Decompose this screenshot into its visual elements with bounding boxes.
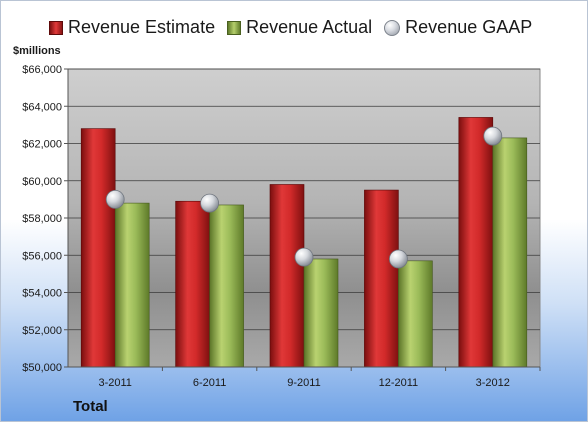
x-tick-label: 3-2012	[476, 377, 510, 389]
marker-revenue-gaap	[483, 126, 503, 146]
y-tick-label: $62,000	[22, 139, 62, 151]
x-tick-label: 3-2011	[98, 377, 131, 389]
bar-revenue-actual	[209, 204, 244, 368]
legend-label-estimate: Revenue Estimate	[68, 17, 216, 37]
bar-revenue-estimate	[269, 184, 305, 368]
marker-revenue-gaap	[105, 189, 125, 209]
y-tick-label: $54,000	[22, 288, 62, 300]
legend-item-actual: Revenue Actual	[227, 17, 372, 38]
legend-swatch-gaap	[384, 19, 401, 36]
legend-label-gaap: Revenue GAAP	[405, 17, 533, 37]
bar-revenue-estimate	[80, 128, 116, 368]
bar-revenue-actual	[114, 202, 150, 368]
x-tick-label: 6-2011	[193, 377, 226, 389]
bar-revenue-actual	[398, 260, 433, 368]
y-tick-label: $66,000	[22, 64, 62, 76]
bar-revenue-estimate	[175, 200, 210, 368]
y-tick-label: $52,000	[22, 325, 62, 337]
y-tick-label: $64,000	[22, 101, 62, 113]
x-tick-label: 12-2011	[379, 377, 419, 389]
legend-swatch-actual	[227, 20, 242, 35]
y-tick-label: $58,000	[22, 213, 62, 225]
bar-revenue-estimate	[364, 189, 399, 368]
y-tick-label: $60,000	[22, 176, 62, 188]
legend: Revenue Estimate Revenue Actual Revenue …	[49, 17, 532, 38]
x-tick-label: 9-2011	[287, 377, 320, 389]
legend-item-estimate: Revenue Estimate	[49, 17, 215, 38]
y-tick-label: $50,000	[22, 362, 62, 374]
y-tick-label: $56,000	[22, 250, 62, 262]
legend-item-gaap: Revenue GAAP	[384, 17, 532, 38]
footer-total-label: Total	[73, 398, 108, 415]
marker-revenue-gaap	[200, 193, 220, 213]
legend-label-actual: Revenue Actual	[246, 17, 373, 37]
legend-swatch-estimate	[49, 20, 63, 35]
marker-revenue-gaap	[388, 249, 408, 269]
bar-revenue-estimate	[458, 117, 494, 368]
bar-revenue-actual	[492, 137, 528, 368]
bar-revenue-actual	[303, 258, 339, 368]
y-axis-unit-label: $millions	[13, 45, 61, 57]
marker-revenue-gaap	[294, 247, 314, 267]
